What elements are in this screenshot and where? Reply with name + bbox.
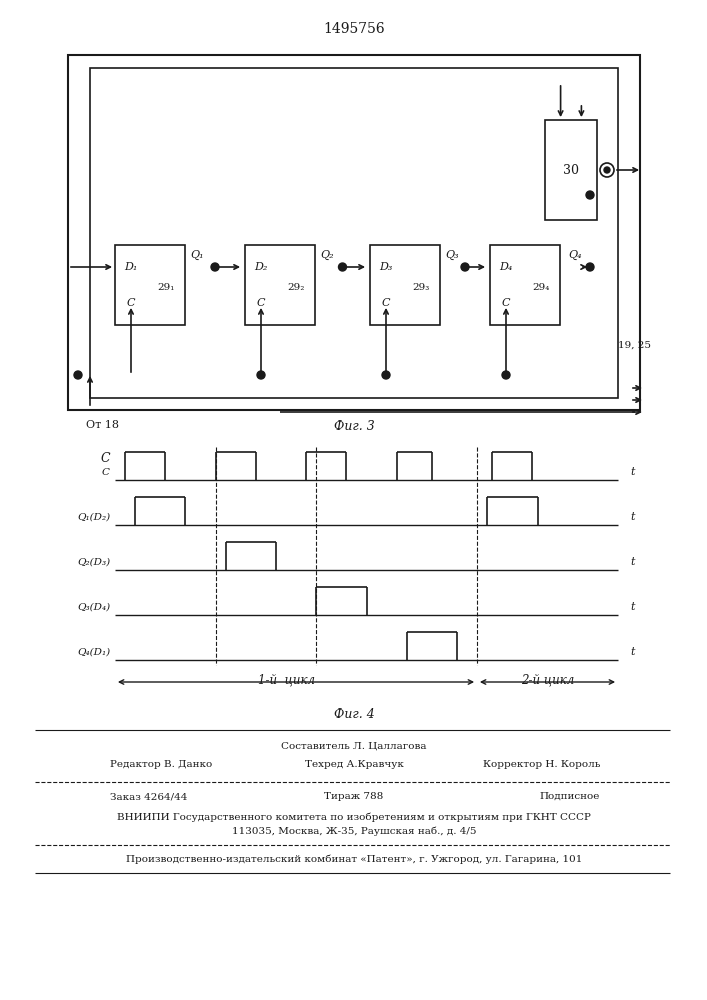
Text: 1-й  цикл: 1-й цикл [257, 674, 315, 686]
Text: Фиг. 3: Фиг. 3 [334, 420, 375, 433]
Text: t: t [630, 467, 634, 477]
Text: Q₄(D₁): Q₄(D₁) [77, 648, 110, 657]
Text: 113035, Москва, Ж-35, Раушская наб., д. 4/5: 113035, Москва, Ж-35, Раушская наб., д. … [232, 827, 477, 836]
Text: C: C [257, 298, 265, 308]
Text: C: C [127, 298, 135, 308]
Text: Q₂: Q₂ [320, 250, 334, 260]
Text: t: t [630, 557, 634, 567]
Text: D₄: D₄ [499, 262, 513, 272]
Text: Q₁(D₂): Q₁(D₂) [77, 513, 110, 522]
Text: D₂: D₂ [255, 262, 268, 272]
Text: 29₃: 29₃ [412, 282, 430, 292]
Text: Q₂(D₃): Q₂(D₃) [77, 558, 110, 567]
Text: D₁: D₁ [124, 262, 138, 272]
Text: C: C [382, 298, 390, 308]
Text: Редактор В. Данко: Редактор В. Данко [110, 760, 212, 769]
Circle shape [586, 191, 594, 199]
Text: t: t [630, 512, 634, 522]
Text: t: t [630, 602, 634, 612]
Text: Техред А.Кравчук: Техред А.Кравчук [305, 760, 404, 769]
Text: 29₁: 29₁ [158, 282, 175, 292]
Text: 19, 25: 19, 25 [618, 340, 651, 350]
Text: Q₁: Q₁ [190, 250, 204, 260]
Circle shape [586, 263, 594, 271]
Text: C: C [102, 468, 110, 477]
Circle shape [461, 263, 469, 271]
Text: 29₄: 29₄ [532, 282, 549, 292]
Text: t: t [630, 647, 634, 657]
Circle shape [74, 371, 82, 379]
Circle shape [339, 263, 346, 271]
Text: Фиг. 4: Фиг. 4 [334, 708, 375, 721]
Text: 30: 30 [563, 163, 579, 176]
Text: ВНИИПИ Государственного комитета по изобретениям и открытиям при ГКНТ СССР: ВНИИПИ Государственного комитета по изоб… [117, 812, 591, 822]
Bar [545, 120, 597, 220]
Text: Q₃: Q₃ [445, 250, 459, 260]
Circle shape [211, 263, 219, 271]
Text: Q₃(D₄): Q₃(D₄) [77, 603, 110, 612]
Bar [370, 245, 440, 325]
Circle shape [382, 371, 390, 379]
Bar [245, 245, 315, 325]
Text: Составитель Л. Цаллагова: Составитель Л. Цаллагова [281, 742, 427, 751]
Circle shape [604, 167, 610, 173]
Text: D₃: D₃ [380, 262, 392, 272]
Text: 1495756: 1495756 [323, 22, 385, 36]
Text: Подписное: Подписное [539, 792, 600, 801]
Text: C: C [502, 298, 510, 308]
Text: 29₂: 29₂ [287, 282, 305, 292]
Text: Заказ 4264/44: Заказ 4264/44 [110, 792, 187, 801]
Bar [115, 245, 185, 325]
Bar [90, 68, 618, 398]
Bar [490, 245, 560, 325]
Text: Производственно-издательский комбинат «Патент», г. Ужгород, ул. Гагарина, 101: Производственно-издательский комбинат «П… [126, 855, 582, 864]
Text: Тираж 788: Тираж 788 [325, 792, 384, 801]
Text: Q₄: Q₄ [568, 250, 582, 260]
Text: 2-й цикл: 2-й цикл [521, 674, 574, 686]
Text: Корректор Н. Король: Корректор Н. Король [483, 760, 600, 769]
Text: От 18: От 18 [86, 420, 119, 430]
Circle shape [257, 371, 265, 379]
Text: C: C [100, 452, 110, 465]
Bar [68, 55, 640, 410]
Circle shape [502, 371, 510, 379]
